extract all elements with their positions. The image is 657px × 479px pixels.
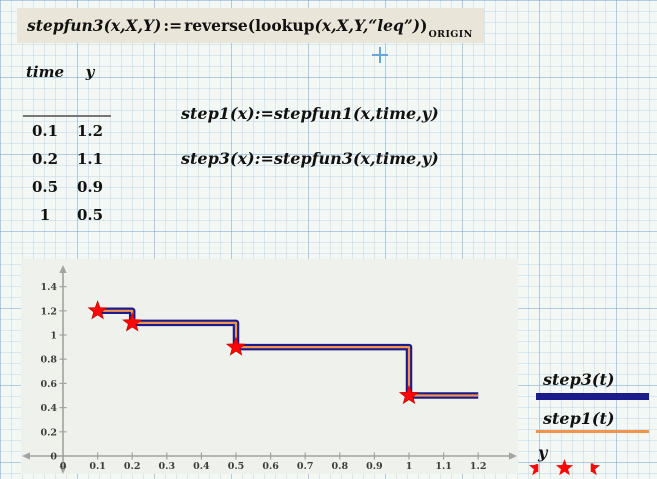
table-row: 1 0.5 (23, 201, 113, 229)
table-row: 0.5 0.9 (23, 173, 113, 201)
svg-text:0.4: 0.4 (40, 403, 57, 414)
formula-lhs: stepfun3(x,X,Y) (27, 16, 162, 35)
svg-text:1: 1 (406, 461, 413, 472)
table-row: 0.1 1.2 (23, 117, 113, 145)
formula-inner-args: (x,X,Y,“leq”) (314, 16, 421, 35)
assign-operator: := (163, 16, 183, 35)
svg-text:0.2: 0.2 (40, 427, 57, 438)
svg-text:0.2: 0.2 (124, 461, 141, 472)
star-icon (590, 463, 601, 477)
svg-text:0.6: 0.6 (262, 461, 279, 472)
cell-y-3: 0.5 (76, 206, 104, 224)
svg-text:0.8: 0.8 (40, 355, 57, 366)
table-row: 0.2 1.1 (23, 145, 113, 173)
definition-step3-region[interactable]: step3(x):=stepfun3(x,time,y) (181, 149, 439, 168)
svg-text:0: 0 (60, 461, 67, 472)
svg-text:0.8: 0.8 (332, 461, 349, 472)
cell-time-3: 1 (39, 206, 51, 224)
svg-text:0.6: 0.6 (40, 379, 57, 390)
formula-fn-lookup: lookup (255, 16, 315, 35)
star-icon (528, 464, 539, 477)
insertion-cursor-icon (372, 47, 388, 63)
legend-label-step3: step3(t) (543, 370, 615, 389)
svg-text:0.9: 0.9 (366, 461, 383, 472)
svg-text:0: 0 (50, 452, 57, 463)
svg-text:0.4: 0.4 (193, 461, 210, 472)
svg-text:0.7: 0.7 (297, 461, 314, 472)
cell-y-1: 1.1 (76, 150, 104, 168)
plot-canvas: 0 0.1 0.2 0.3 0.4 0.5 0.6 0.7 0.8 0.9 1 1.1 1.2 0 0.2 0… (22, 265, 517, 474)
formula-region-stepfun3[interactable]: stepfun3(x,X,Y):= reverse(lookup (x,X,Y,“l… (17, 8, 484, 43)
chart-region[interactable]: 0 0.1 0.2 0.3 0.4 0.5 0.6 0.7 0.8 0.9 1 1.1 1.2 0 0.2 0… (21, 259, 518, 474)
svg-text:1.1: 1.1 (435, 461, 452, 472)
data-table-region[interactable]: time y 0.1 1.2 0.2 1.1 0.5 0.9 1 0.5 (23, 62, 113, 229)
open-paren: ( (247, 16, 256, 35)
legend-label-y: y (538, 443, 548, 462)
svg-text:0.5: 0.5 (228, 461, 245, 472)
svg-text:1.2: 1.2 (40, 306, 57, 317)
close-paren: ) (420, 16, 428, 35)
table-header-rule (23, 115, 111, 117)
svg-text:0.3: 0.3 (159, 461, 176, 472)
legend-marker-sample-y (528, 458, 603, 477)
definition-step1-region[interactable]: step1(x):=stepfun1(x,time,y) (181, 104, 439, 123)
legend-line-sample-step1 (536, 430, 649, 433)
svg-text:0.1: 0.1 (89, 461, 106, 472)
cell-time-1: 0.2 (31, 150, 59, 168)
svg-text:1.4: 1.4 (40, 282, 57, 293)
table-header-time: time (25, 63, 65, 81)
svg-text:1: 1 (50, 331, 57, 342)
cell-time-0: 0.1 (31, 122, 59, 140)
formula-fn-reverse: reverse (184, 16, 248, 35)
cell-y-2: 0.9 (76, 178, 104, 196)
table-header-y: y (85, 63, 95, 81)
cell-y-0: 1.2 (76, 122, 104, 140)
svg-text:1.2: 1.2 (470, 461, 487, 472)
legend-label-step1: step1(t) (543, 409, 615, 428)
legend-line-sample-step3 (536, 393, 649, 400)
star-icon (555, 458, 574, 477)
cell-time-2: 0.5 (31, 178, 59, 196)
formula-subscript-origin: ORIGIN (428, 29, 473, 40)
